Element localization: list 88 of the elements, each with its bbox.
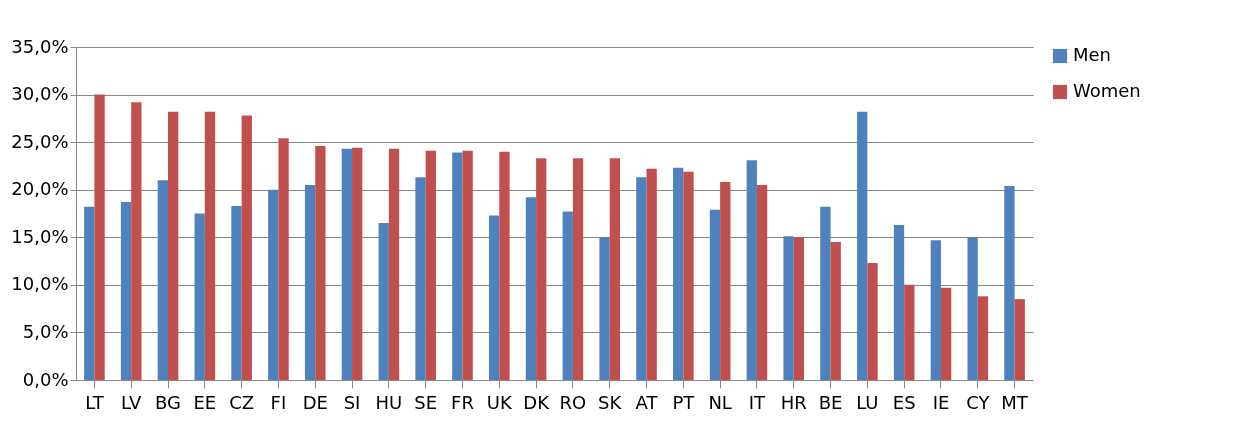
bar [930,240,941,380]
bar [720,182,731,380]
bar [709,209,721,380]
x-tick-label: BG [155,391,182,413]
bar [673,167,684,380]
x-tick-label: SE [414,391,438,413]
y-tick-label: 30,0% [11,83,69,105]
bar [425,150,436,380]
bar [599,237,610,380]
bar [84,206,95,380]
x-tick-label: ES [892,391,916,413]
bar [525,197,537,380]
bar [756,184,768,380]
bar [830,242,841,380]
bar [352,147,363,380]
bar [315,145,326,380]
bar [1014,299,1025,380]
bar [977,296,989,380]
bar [636,177,647,380]
bar [415,177,426,380]
bar [304,184,316,380]
x-tick-label: LV [121,391,143,413]
bar [168,111,179,380]
bar [783,236,794,380]
y-tick-label: 20,0% [11,178,69,200]
x-tick-label: UK [486,391,513,413]
bar [967,237,978,380]
bar [683,171,694,380]
y-tick-label: 15,0% [11,225,69,247]
bar [378,223,389,380]
x-tick-label: HU [375,391,403,413]
x-tick-label: FI [270,391,287,413]
bar [452,152,463,380]
bar [893,224,905,380]
bar [867,262,878,380]
bar [120,202,132,380]
bar [793,237,805,380]
legend-label: Women [1073,80,1141,101]
bar [341,148,353,380]
bar [646,168,657,380]
bar [536,158,547,380]
y-tick-label: 5,0% [22,320,69,342]
x-tick-label: BE [818,391,843,413]
bar [194,213,205,380]
y-tick-label: 0,0% [22,368,69,390]
bar [278,138,289,380]
x-tick-label: CY [966,391,991,413]
bar [94,94,105,380]
bar [157,180,169,380]
x-tick-label: AT [635,391,659,413]
x-tick-label: IT [748,391,767,413]
y-tick-label: 35,0% [11,35,69,57]
bar [940,287,952,380]
y-tick-label: 10,0% [11,273,69,295]
bar [746,160,757,380]
bar [1004,185,1015,380]
bar [562,211,573,380]
x-tick-label: DK [523,391,551,413]
x-tick-label: NL [708,391,732,413]
x-tick-label: CZ [229,391,255,413]
x-tick-label: HR [780,391,807,413]
x-tick-label: RO [559,391,587,413]
bar [572,158,584,380]
bar [820,206,831,380]
bar [241,115,252,380]
bar [609,158,621,380]
bar [462,150,473,380]
x-tick-label: EE [193,391,217,413]
x-tick-label: SI [343,391,361,413]
bar [857,111,868,380]
bar [499,151,510,380]
x-tick-label: MT [1001,391,1029,413]
bar [388,148,400,380]
x-tick-label: FR [451,391,474,413]
x-tick-label: DE [302,391,328,413]
y-tick-label: 25,0% [11,130,69,152]
x-tick-label: SK [598,391,623,413]
legend-label: Men [1073,44,1112,65]
x-tick-label: PT [672,391,696,413]
x-tick-label: LU [856,391,879,413]
bar [231,205,242,380]
bar [131,102,142,380]
x-tick-label: IE [932,391,950,413]
bar [904,284,915,380]
bar [488,215,500,380]
x-tick-label: LT [85,391,105,413]
bar [268,189,279,380]
bar [204,111,216,380]
